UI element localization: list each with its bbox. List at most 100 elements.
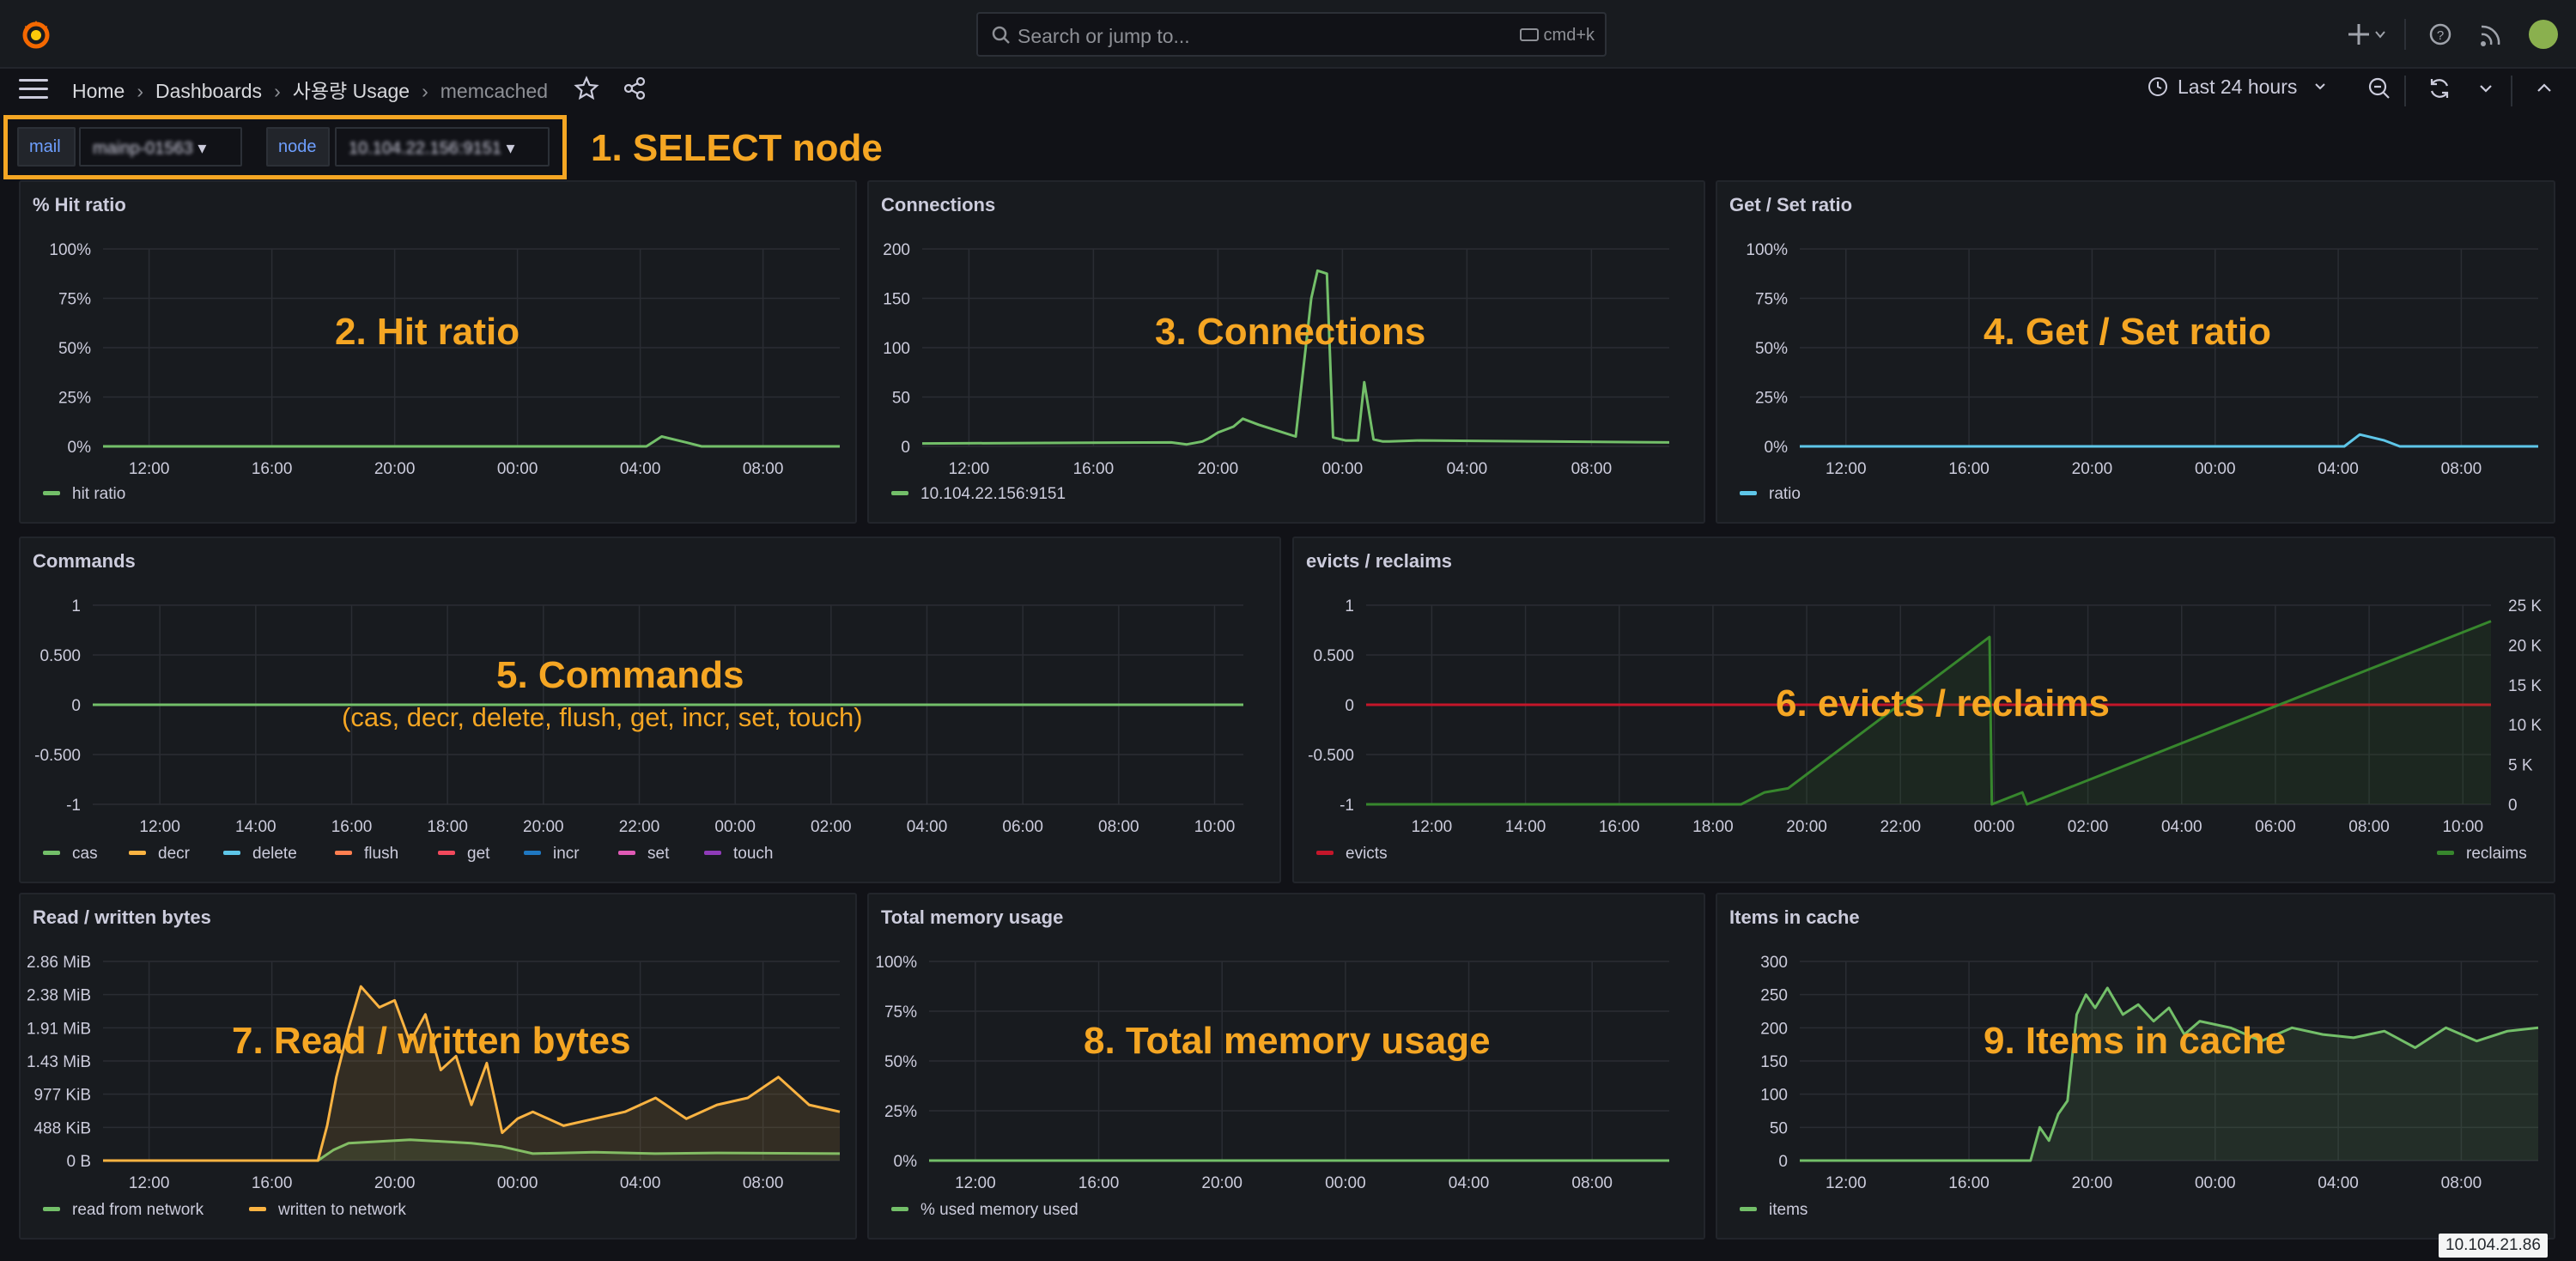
legend-label[interactable]: 10.104.22.156:9151 xyxy=(920,485,1066,503)
legend-label[interactable]: ratio xyxy=(1769,485,1801,503)
legend-label[interactable]: read from network xyxy=(72,1201,204,1219)
panel-title: Items in cache xyxy=(1729,906,1860,928)
x-tick-label: 12:00 xyxy=(1412,818,1453,836)
legend-label[interactable]: get xyxy=(467,845,490,863)
x-tick-label: 00:00 xyxy=(2195,460,2236,478)
y-tick-label: 0 xyxy=(1345,697,1354,715)
legend-label[interactable]: evicts xyxy=(1346,845,1388,863)
legend-swatch xyxy=(43,491,60,495)
star-icon[interactable] xyxy=(574,76,599,101)
x-tick-label: 20:00 xyxy=(374,460,416,478)
legend-label[interactable]: hit ratio xyxy=(72,485,125,503)
legend-label[interactable]: touch xyxy=(733,845,773,863)
y-tick-label: 100% xyxy=(49,241,91,259)
search-placeholder: Search or jump to... xyxy=(1018,25,1190,47)
panel-evicts[interactable]: evicts / reclaims 1 0.500 0 -0.500 -1 25 K 20 K… xyxy=(1292,537,2555,883)
y-tick-label: 0 B xyxy=(66,1153,91,1171)
panel-connections[interactable]: Connections 200 150 100 50 0 12:00 16:00 20:00 00… xyxy=(867,180,1705,524)
y-tick-label: 1 xyxy=(71,597,81,615)
legend-label[interactable]: delete xyxy=(252,845,297,863)
legend-label[interactable]: flush xyxy=(364,845,398,863)
panel-bytes[interactable]: Read / written bytes 2.86 MiB 2.38 MiB 1.91… xyxy=(19,893,857,1240)
legend-swatch xyxy=(1740,1207,1757,1211)
series-area xyxy=(1366,621,2491,804)
variable-select-node[interactable]: 10.104.22.156:9151 ▾ xyxy=(335,127,550,167)
panel-title: Total memory usage xyxy=(881,906,1064,928)
search-input[interactable]: Search or jump to... cmd+k xyxy=(976,12,1607,57)
legend-label[interactable]: written to network xyxy=(277,1201,406,1219)
x-tick-label: 04:00 xyxy=(620,1174,661,1192)
series-line xyxy=(103,435,840,448)
variable-select-mail[interactable]: mainp-01563 ▾ xyxy=(79,127,242,167)
x-tick-label: 04:00 xyxy=(2318,1174,2359,1192)
chart-commands: 1 0.500 0 -0.500 -1 12:00 14:00 16:00 18:00 20:00… xyxy=(34,597,1243,863)
y-tick-label: 250 xyxy=(1760,987,1788,1005)
x-tick-label: 04:00 xyxy=(2161,818,2202,836)
annotation-items: 9. Items in cache xyxy=(1984,1020,2287,1062)
y-tick-label: 2.38 MiB xyxy=(27,987,91,1005)
x-tick-label: 00:00 xyxy=(1974,818,2015,836)
y-tick-label: -1 xyxy=(1340,797,1354,815)
menu-icon[interactable] xyxy=(19,79,48,99)
chevron-down-icon: ▾ xyxy=(506,139,515,158)
panel-hit-ratio[interactable]: % Hit ratio 100% 75% 50% 25% 0% 12:00 16:00 20:0… xyxy=(19,180,857,524)
chart-bytes: 2.86 MiB 2.38 MiB 1.91 MiB 1.43 MiB 977 KiB 4… xyxy=(27,954,841,1219)
y2-tick-label: 5 K xyxy=(2508,757,2533,775)
x-tick-label: 20:00 xyxy=(523,818,564,836)
legend-label[interactable]: decr xyxy=(158,845,191,863)
y-tick-label: 200 xyxy=(1760,1020,1788,1038)
annotation-bytes: 7. Read / written bytes xyxy=(232,1020,631,1062)
add-new-button[interactable] xyxy=(2348,17,2388,52)
y-tick-label: 100% xyxy=(1746,241,1788,259)
x-tick-label: 16:00 xyxy=(1948,1174,1990,1192)
x-tick-label: 00:00 xyxy=(714,818,756,836)
legend-label[interactable]: items xyxy=(1769,1201,1807,1219)
x-tick-label: 12:00 xyxy=(129,1174,170,1192)
chevron-right-icon: › xyxy=(422,80,428,102)
x-tick-label: 00:00 xyxy=(497,1174,538,1192)
x-tick-label: 08:00 xyxy=(2441,460,2482,478)
time-range-picker[interactable]: Last 24 hours xyxy=(2147,76,2327,99)
user-avatar[interactable] xyxy=(2529,20,2558,49)
legend-label[interactable]: cas xyxy=(72,845,98,863)
refresh-icon[interactable] xyxy=(2427,76,2452,101)
x-tick-label: 20:00 xyxy=(1198,460,1239,478)
help-icon[interactable]: ? xyxy=(2427,17,2453,52)
y2-tick-label: 25 K xyxy=(2508,597,2542,615)
y-tick-label: 50 xyxy=(892,390,910,408)
x-tick-label: 08:00 xyxy=(743,460,784,478)
legend-label[interactable]: set xyxy=(647,845,670,863)
breadcrumb-dashboards[interactable]: Dashboards xyxy=(155,80,263,102)
refresh-interval-chevron-icon[interactable] xyxy=(2473,76,2499,101)
y-tick-label: 100% xyxy=(875,954,917,972)
x-tick-label: 12:00 xyxy=(1826,1174,1867,1192)
variable-value-node: 10.104.22.156:9151 xyxy=(349,139,501,158)
panel-memory[interactable]: Total memory usage 100% 75% 50% 25% 0% 12:00 16… xyxy=(867,893,1705,1240)
breadcrumb-folder[interactable]: 사용량 Usage xyxy=(292,80,410,102)
news-feed-icon[interactable] xyxy=(2477,17,2503,52)
breadcrumb-home[interactable]: Home xyxy=(72,80,125,102)
y-tick-label: 0 xyxy=(1778,1153,1788,1171)
legend-label[interactable]: % used memory used xyxy=(920,1201,1078,1219)
series-area xyxy=(103,986,840,1161)
chevron-down-icon xyxy=(2315,83,2325,90)
grafana-logo-icon[interactable] xyxy=(19,17,53,52)
zoom-out-icon[interactable] xyxy=(2366,76,2392,101)
collapse-icon[interactable] xyxy=(2531,76,2557,101)
panel-items[interactable]: Items in cache 300 250 200 150 100 50 0 12:00 16:… xyxy=(1716,893,2555,1240)
chevron-right-icon: › xyxy=(274,80,281,102)
x-tick-label: 06:00 xyxy=(1002,818,1043,836)
y-tick-label: 50% xyxy=(884,1053,917,1071)
breadcrumb-current: memcached xyxy=(440,80,549,102)
x-tick-label: 08:00 xyxy=(743,1174,784,1192)
panel-commands[interactable]: Commands 1 0.500 0 -0.500 -1 12:00 14:00 16:00 18… xyxy=(19,537,1281,883)
panel-get-set[interactable]: Get / Set ratio 100% 75% 50% 25% 0% 12:00 16:00… xyxy=(1716,180,2555,524)
chart-items: 300 250 200 150 100 50 0 12:00 16:00 20:00 00:00 04… xyxy=(1740,954,2539,1219)
legend-label[interactable]: incr xyxy=(553,845,580,863)
share-icon[interactable] xyxy=(622,76,647,101)
x-tick-label: 20:00 xyxy=(2072,1174,2113,1192)
legend-label[interactable]: reclaims xyxy=(2466,845,2527,863)
y-tick-label: -0.500 xyxy=(1308,747,1354,765)
y-tick-label: 1 xyxy=(1345,597,1354,615)
annotation-evicts: 6. evicts / reclaims xyxy=(1776,682,2110,724)
